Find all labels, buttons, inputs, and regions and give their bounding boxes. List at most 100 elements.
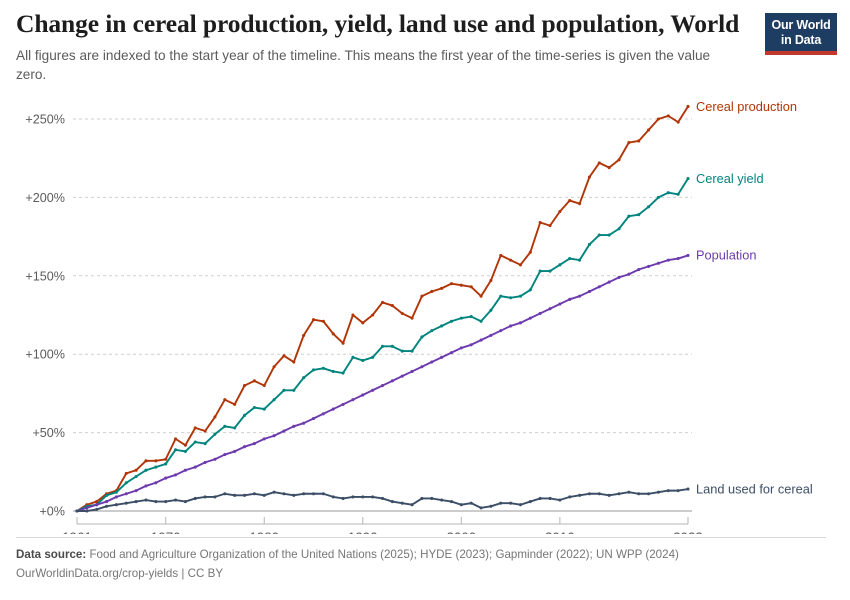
series-line-3[interactable] — [76, 488, 689, 512]
data-point[interactable] — [558, 302, 562, 306]
data-point[interactable] — [75, 509, 79, 513]
data-point[interactable] — [95, 507, 99, 511]
data-point[interactable] — [390, 304, 394, 308]
data-point[interactable] — [321, 366, 325, 370]
data-point[interactable] — [509, 324, 513, 328]
data-point[interactable] — [430, 360, 434, 364]
data-point[interactable] — [292, 360, 296, 364]
data-point[interactable] — [499, 294, 503, 298]
data-point[interactable] — [341, 371, 345, 375]
data-point[interactable] — [449, 319, 454, 323]
data-point[interactable] — [469, 343, 473, 347]
data-point[interactable] — [637, 213, 641, 217]
data-point[interactable] — [686, 104, 690, 109]
data-point[interactable] — [528, 288, 532, 292]
data-point[interactable] — [302, 421, 306, 425]
data-point[interactable] — [380, 300, 385, 305]
data-point[interactable] — [361, 495, 365, 499]
data-point[interactable] — [380, 496, 385, 501]
data-point[interactable] — [144, 468, 148, 472]
data-point[interactable] — [568, 297, 572, 301]
data-point[interactable] — [114, 495, 118, 499]
data-point[interactable] — [134, 500, 138, 504]
data-point[interactable] — [538, 220, 542, 225]
data-point[interactable] — [597, 233, 601, 237]
data-point[interactable] — [627, 490, 631, 494]
data-point[interactable] — [440, 355, 444, 359]
data-point[interactable] — [440, 286, 444, 290]
data-point[interactable] — [341, 341, 345, 345]
data-point[interactable] — [617, 227, 621, 231]
data-point[interactable] — [578, 258, 582, 262]
data-point[interactable] — [85, 506, 89, 510]
data-point[interactable] — [597, 161, 601, 165]
data-point[interactable] — [351, 355, 355, 359]
data-point[interactable] — [410, 316, 414, 320]
data-point[interactable] — [124, 471, 128, 475]
data-point[interactable] — [282, 388, 286, 392]
data-point[interactable] — [449, 282, 454, 286]
data-point[interactable] — [676, 192, 680, 196]
data-point[interactable] — [105, 500, 109, 504]
data-point[interactable] — [124, 501, 128, 505]
data-point[interactable] — [400, 311, 404, 315]
data-point[interactable] — [351, 398, 355, 402]
data-point[interactable] — [173, 437, 178, 441]
data-point[interactable] — [193, 465, 197, 469]
data-point[interactable] — [183, 500, 187, 504]
data-point[interactable] — [627, 272, 631, 276]
data-point[interactable] — [568, 257, 572, 261]
data-point[interactable] — [183, 468, 187, 472]
data-point[interactable] — [686, 487, 690, 491]
data-point[interactable] — [587, 289, 592, 294]
data-point[interactable] — [548, 496, 552, 501]
data-point[interactable] — [272, 365, 276, 369]
data-point[interactable] — [213, 432, 217, 436]
data-point[interactable] — [647, 128, 651, 132]
data-point[interactable] — [509, 501, 513, 505]
data-point[interactable] — [134, 468, 138, 472]
data-point[interactable] — [548, 269, 552, 273]
data-point[interactable] — [361, 358, 365, 363]
data-point[interactable] — [558, 263, 562, 267]
data-point[interactable] — [607, 166, 611, 170]
data-point[interactable] — [656, 261, 660, 265]
data-point[interactable] — [361, 321, 365, 325]
data-point[interactable] — [489, 504, 493, 508]
data-point[interactable] — [311, 492, 316, 496]
data-point[interactable] — [666, 489, 670, 493]
data-point[interactable] — [647, 205, 651, 209]
data-point[interactable] — [292, 493, 296, 497]
data-point[interactable] — [262, 493, 266, 497]
series-label-2[interactable]: Population — [696, 248, 756, 263]
data-point[interactable] — [134, 489, 138, 493]
data-point[interactable] — [568, 198, 572, 203]
data-point[interactable] — [282, 354, 286, 358]
data-point[interactable] — [154, 500, 158, 504]
data-point[interactable] — [538, 269, 542, 273]
data-point[interactable] — [656, 490, 660, 494]
data-point[interactable] — [430, 289, 434, 294]
data-point[interactable] — [410, 503, 414, 507]
data-point[interactable] — [105, 493, 109, 497]
data-point[interactable] — [440, 498, 444, 502]
data-point[interactable] — [637, 267, 641, 272]
data-point[interactable] — [154, 459, 158, 463]
data-point[interactable] — [459, 346, 463, 350]
data-point[interactable] — [203, 460, 207, 464]
data-point[interactable] — [154, 465, 158, 469]
data-point[interactable] — [568, 495, 572, 499]
data-point[interactable] — [213, 415, 217, 419]
data-point[interactable] — [282, 492, 286, 496]
data-point[interactable] — [380, 344, 385, 348]
data-point[interactable] — [371, 313, 375, 317]
data-point[interactable] — [105, 504, 109, 508]
data-point[interactable] — [459, 316, 463, 320]
data-point[interactable] — [627, 214, 631, 218]
data-point[interactable] — [242, 493, 247, 497]
data-point[interactable] — [311, 416, 316, 421]
data-point[interactable] — [203, 442, 207, 446]
data-point[interactable] — [558, 498, 562, 502]
data-point[interactable] — [242, 413, 247, 417]
data-point[interactable] — [85, 509, 89, 513]
